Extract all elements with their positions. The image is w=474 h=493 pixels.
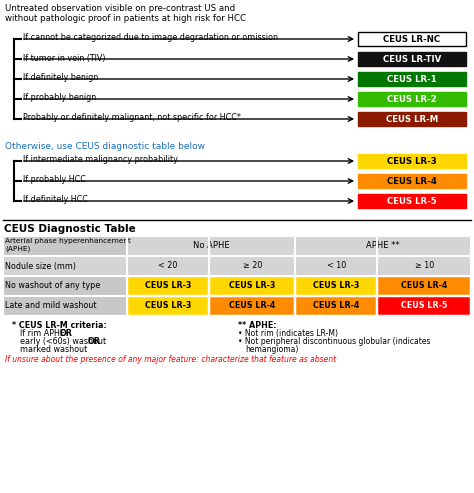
Bar: [358, 92, 466, 106]
Bar: [358, 174, 466, 188]
Text: ** APHE:: ** APHE:: [238, 321, 276, 330]
Bar: [127, 236, 295, 256]
Bar: [3, 256, 127, 276]
Bar: [209, 256, 295, 276]
Text: CEUS LR-4: CEUS LR-4: [313, 302, 360, 311]
Bar: [295, 236, 471, 256]
Text: Otherwise, use CEUS diagnostic table below: Otherwise, use CEUS diagnostic table bel…: [5, 142, 205, 151]
Bar: [358, 112, 466, 126]
Text: If definitely benign: If definitely benign: [23, 73, 98, 82]
Text: CEUS LR-M: CEUS LR-M: [386, 114, 438, 124]
Text: If cannot be categorized due to image degradation or omission: If cannot be categorized due to image de…: [23, 34, 278, 42]
Text: * CEUS LR-M criteria:: * CEUS LR-M criteria:: [12, 321, 107, 330]
Text: Arterial phase hyperenhancement
(APHE): Arterial phase hyperenhancement (APHE): [5, 238, 131, 251]
Text: If probably benign: If probably benign: [23, 94, 96, 103]
Text: If probably HCC: If probably HCC: [23, 176, 86, 184]
Text: No APHE: No APHE: [193, 242, 229, 250]
Text: CEUS LR-1: CEUS LR-1: [387, 74, 437, 83]
Text: No washout of any type: No washout of any type: [5, 282, 100, 290]
Text: ≥ 10: ≥ 10: [415, 261, 434, 271]
Text: < 20: < 20: [158, 261, 178, 271]
Text: If intermediate malignancy probability: If intermediate malignancy probability: [23, 155, 178, 165]
Bar: [378, 297, 470, 315]
Text: CEUS LR-3: CEUS LR-3: [313, 282, 360, 290]
Text: OR: OR: [88, 337, 101, 346]
Bar: [210, 277, 294, 295]
Text: If tumor in vein (TIV): If tumor in vein (TIV): [23, 54, 106, 63]
Text: APHE **: APHE **: [366, 242, 400, 250]
Bar: [358, 194, 466, 208]
Text: CEUS LR-NC: CEUS LR-NC: [383, 35, 440, 43]
Bar: [295, 256, 377, 276]
Bar: [128, 297, 208, 315]
Text: If definitely HCC: If definitely HCC: [23, 196, 88, 205]
Text: marked washout: marked washout: [20, 345, 87, 354]
Text: CEUS LR-3: CEUS LR-3: [229, 282, 275, 290]
Bar: [3, 276, 127, 296]
Text: If unsure about the presence of any major feature: characterize that feature as : If unsure about the presence of any majo…: [5, 355, 336, 364]
Text: CEUS LR-3: CEUS LR-3: [387, 156, 437, 166]
Text: Untreated observation visible on pre-contrast US and
without pathologic proof in: Untreated observation visible on pre-con…: [5, 4, 246, 23]
Bar: [3, 236, 127, 256]
Bar: [3, 296, 127, 316]
Text: CEUS LR-5: CEUS LR-5: [401, 302, 447, 311]
Text: CEUS LR-4: CEUS LR-4: [229, 302, 275, 311]
Text: Late and mild washout: Late and mild washout: [5, 302, 97, 311]
Bar: [297, 297, 376, 315]
Text: early (<60s) washout: early (<60s) washout: [20, 337, 109, 346]
Bar: [377, 256, 471, 276]
Text: hemangioma): hemangioma): [245, 345, 298, 354]
Bar: [358, 52, 466, 66]
Text: • Not rim (indicates LR-M): • Not rim (indicates LR-M): [238, 329, 338, 338]
Bar: [210, 297, 294, 315]
Bar: [358, 154, 466, 168]
Text: • Not peripheral discontinuous globular (indicates: • Not peripheral discontinuous globular …: [238, 337, 430, 346]
Text: OR: OR: [60, 329, 73, 338]
Bar: [378, 277, 470, 295]
Text: CEUS LR-2: CEUS LR-2: [387, 95, 437, 104]
Text: CEUS LR-4: CEUS LR-4: [401, 282, 447, 290]
Text: CEUS LR-5: CEUS LR-5: [387, 197, 437, 206]
Text: Probably or definitely malignant, not specific for HCC*: Probably or definitely malignant, not sp…: [23, 113, 241, 122]
Bar: [128, 277, 208, 295]
Bar: [127, 256, 209, 276]
Text: CEUS LR-TIV: CEUS LR-TIV: [383, 55, 441, 64]
Text: Nodule size (mm): Nodule size (mm): [5, 261, 76, 271]
Text: ≥ 20: ≥ 20: [243, 261, 262, 271]
Text: < 10: < 10: [327, 261, 346, 271]
Text: If rim APHE: If rim APHE: [20, 329, 67, 338]
Bar: [297, 277, 376, 295]
Text: CEUS Diagnostic Table: CEUS Diagnostic Table: [4, 224, 136, 234]
Text: CEUS LR-3: CEUS LR-3: [145, 282, 191, 290]
Bar: [358, 72, 466, 86]
Text: CEUS LR-4: CEUS LR-4: [387, 176, 437, 185]
Text: CEUS LR-3: CEUS LR-3: [145, 302, 191, 311]
Bar: [358, 32, 466, 46]
